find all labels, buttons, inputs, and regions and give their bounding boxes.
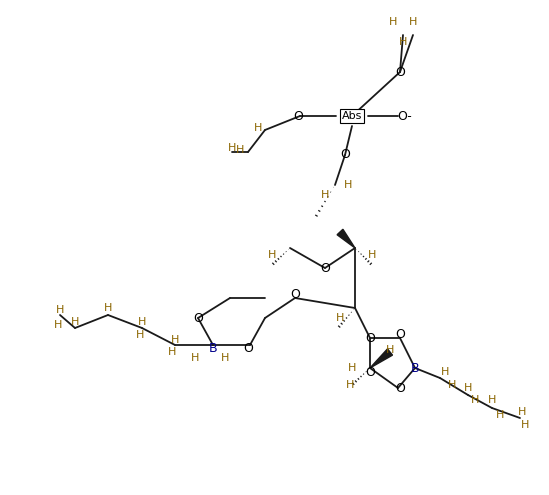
Polygon shape (370, 349, 393, 368)
Text: H: H (521, 420, 529, 430)
Text: O: O (320, 261, 330, 275)
Text: H: H (471, 395, 479, 405)
Text: H: H (496, 410, 504, 420)
Text: O: O (193, 311, 203, 325)
Text: H: H (138, 317, 146, 327)
Text: O: O (243, 342, 253, 354)
Text: O: O (290, 289, 300, 301)
Text: H: H (488, 395, 496, 405)
Text: H: H (71, 317, 79, 327)
Text: H: H (346, 380, 354, 390)
Text: O: O (365, 332, 375, 345)
Text: H: H (409, 17, 417, 27)
Text: B: B (209, 342, 217, 354)
Text: H: H (168, 347, 176, 357)
Text: O: O (395, 329, 405, 342)
Text: H: H (171, 335, 179, 345)
Text: H: H (321, 190, 329, 200)
Text: H: H (236, 145, 244, 155)
Text: H: H (54, 320, 62, 330)
Text: H: H (441, 367, 449, 377)
Text: H: H (464, 383, 472, 393)
Text: H: H (389, 17, 397, 27)
Text: O: O (395, 382, 405, 395)
Text: O: O (365, 365, 375, 379)
Text: O-: O- (397, 109, 412, 122)
Text: H: H (399, 37, 407, 47)
Text: H: H (344, 180, 352, 190)
Text: H: H (386, 345, 394, 355)
Text: H: H (104, 303, 112, 313)
Text: O: O (340, 148, 350, 161)
Text: H: H (268, 250, 276, 260)
Text: H: H (518, 407, 526, 417)
Text: H: H (136, 330, 144, 340)
Text: H: H (368, 250, 376, 260)
Text: H: H (56, 305, 64, 315)
Polygon shape (337, 229, 355, 248)
Text: H: H (191, 353, 199, 363)
Text: O: O (395, 65, 405, 79)
Text: B: B (411, 361, 419, 375)
Text: H: H (336, 313, 344, 323)
Text: Abs: Abs (342, 111, 362, 121)
Text: H: H (448, 380, 456, 390)
Text: O: O (293, 109, 303, 122)
Text: H: H (228, 143, 236, 153)
Text: H: H (254, 123, 262, 133)
Text: H: H (348, 363, 356, 373)
Text: H: H (221, 353, 229, 363)
